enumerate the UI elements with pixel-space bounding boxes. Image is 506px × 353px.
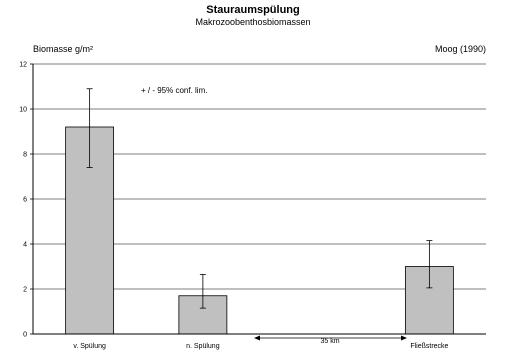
distance-label: 35 km [320,338,339,345]
category-label: n. Spülung [186,343,220,350]
distance-arrow [254,335,407,341]
y-axis-label: Biomasse g/m² [33,44,93,54]
y-axis-ticks: 0 2 4 6 8 10 12 [19,62,33,339]
category-label: v. Spülung [73,343,106,350]
y-tick-label: 10 [19,107,27,114]
confidence-annotation: + / - 95% conf. lim. [141,86,207,95]
y-tick-label: 8 [23,152,27,159]
category-label: Fließstrecke [410,343,448,350]
y-tick-label: 0 [23,332,27,339]
chart-subtitle: Makrozoobenthosbiomassen [195,17,310,27]
source-label: Moog (1990) [435,44,486,54]
chart-title: Stauraumspülung [206,4,300,16]
y-tick-label: 6 [23,197,27,204]
y-tick-label: 4 [23,242,27,249]
y-tick-label: 12 [19,62,27,69]
error-bars [86,88,433,309]
y-tick-label: 2 [23,287,27,294]
bars [65,126,454,335]
category-labels: v. Spülung n. Spülung Fließstrecke [73,343,448,350]
